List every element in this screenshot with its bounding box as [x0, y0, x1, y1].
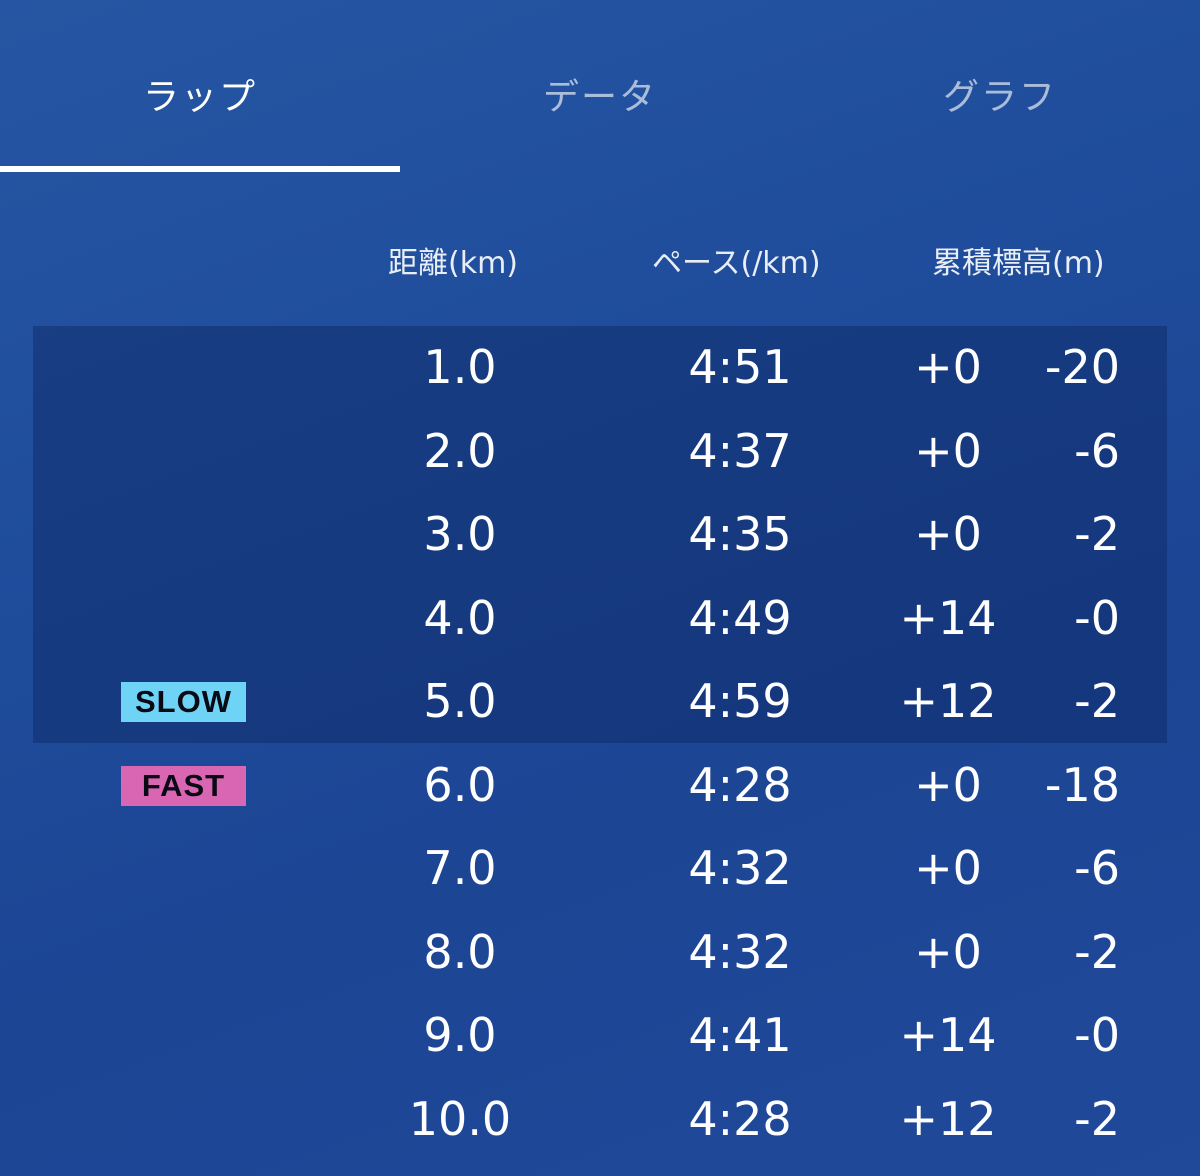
lap-pace: 4:41 [688, 1008, 792, 1062]
tab-graph[interactable]: グラフ [942, 77, 1057, 118]
lap-elevation-gain: +0 [914, 924, 982, 979]
lap-elevation-loss: -20 [1044, 340, 1120, 394]
tab-laps[interactable]: ラップ [142, 77, 257, 118]
lap-row[interactable]: 9.0 4:41 +14 -0 [0, 994, 1200, 1078]
lap-elevation-loss: -2 [1074, 674, 1120, 728]
lap-distance: 10.0 [408, 1091, 512, 1146]
lap-pace: 4:51 [688, 340, 792, 394]
lap-elevation-gain: +12 [899, 674, 997, 728]
lap-elevation-gain: +0 [914, 841, 982, 895]
lap-distance: 7.0 [423, 841, 497, 895]
lap-row[interactable]: 10.0 4:28 +12 -2 [0, 1078, 1200, 1162]
lap-distance: 1.0 [423, 340, 497, 394]
lap-elevation-loss: -0 [1074, 1008, 1120, 1062]
lap-distance: 3.0 [423, 507, 497, 561]
fast-badge: FAST [121, 765, 246, 806]
lap-row[interactable]: 3.0 4:35 +0 -2 [0, 493, 1200, 577]
lap-elevation-gain: +12 [899, 1091, 997, 1146]
lap-row[interactable]: 7.0 4:32 +0 -6 [0, 827, 1200, 911]
lap-elevation-gain: +0 [914, 757, 982, 812]
lap-distance: 5.0 [423, 674, 497, 728]
lap-row[interactable]: 1.0 4:51 +0 -20 [0, 326, 1200, 410]
tab-bar: ラップ データ グラフ [0, 0, 1200, 172]
active-tab-indicator [0, 166, 400, 172]
lap-pace: 4:32 [688, 924, 792, 979]
lap-distance: 2.0 [423, 423, 497, 478]
lap-distance: 6.0 [423, 757, 497, 812]
lap-pace: 4:35 [688, 507, 792, 561]
tab-data[interactable]: データ [542, 77, 657, 118]
column-header-distance: 距離(km) [388, 246, 519, 281]
column-header-elevation: 累積標高(m) [932, 246, 1105, 281]
lap-elevation-loss: -6 [1074, 841, 1120, 895]
lap-row[interactable]: SLOW 5.0 4:59 +12 -2 [0, 660, 1200, 744]
lap-elevation-loss: -18 [1044, 757, 1120, 812]
lap-pace: 4:59 [688, 674, 792, 728]
lap-row[interactable]: 2.0 4:37 +0 -6 [0, 410, 1200, 494]
lap-elevation-loss: -2 [1074, 1091, 1120, 1146]
lap-elevation-gain: +0 [914, 340, 982, 394]
column-header-pace: ペース(/km) [652, 246, 821, 281]
lap-elevation-loss: -6 [1074, 423, 1120, 478]
lap-pace: 4:28 [688, 1091, 792, 1146]
lap-pace: 4:37 [688, 423, 792, 478]
lap-row[interactable]: 4.0 4:49 +14 -0 [0, 577, 1200, 661]
lap-pace: 4:49 [688, 590, 792, 645]
lap-elevation-loss: -0 [1074, 590, 1120, 645]
lap-pace: 4:32 [688, 841, 792, 895]
lap-distance: 9.0 [423, 1008, 497, 1062]
highlighted-lap-group [33, 326, 1167, 743]
lap-elevation-gain: +0 [914, 507, 982, 561]
lap-elevation-gain: +14 [899, 590, 997, 645]
slow-badge: SLOW [121, 682, 246, 722]
lap-elevation-gain: +0 [914, 423, 982, 478]
lap-elevation-gain: +14 [899, 1008, 997, 1062]
lap-row[interactable]: 8.0 4:32 +0 -2 [0, 911, 1200, 995]
lap-elevation-loss: -2 [1074, 507, 1120, 561]
lap-row[interactable]: FAST 6.0 4:28 +0 -18 [0, 744, 1200, 828]
lap-distance: 4.0 [423, 590, 497, 645]
lap-pace: 4:28 [688, 757, 792, 812]
lap-table: 1.0 4:51 +0 -20 2.0 4:37 +0 -6 3.0 4:35 … [0, 326, 1200, 1161]
lap-distance: 8.0 [423, 924, 497, 979]
lap-elevation-loss: -2 [1074, 924, 1120, 979]
